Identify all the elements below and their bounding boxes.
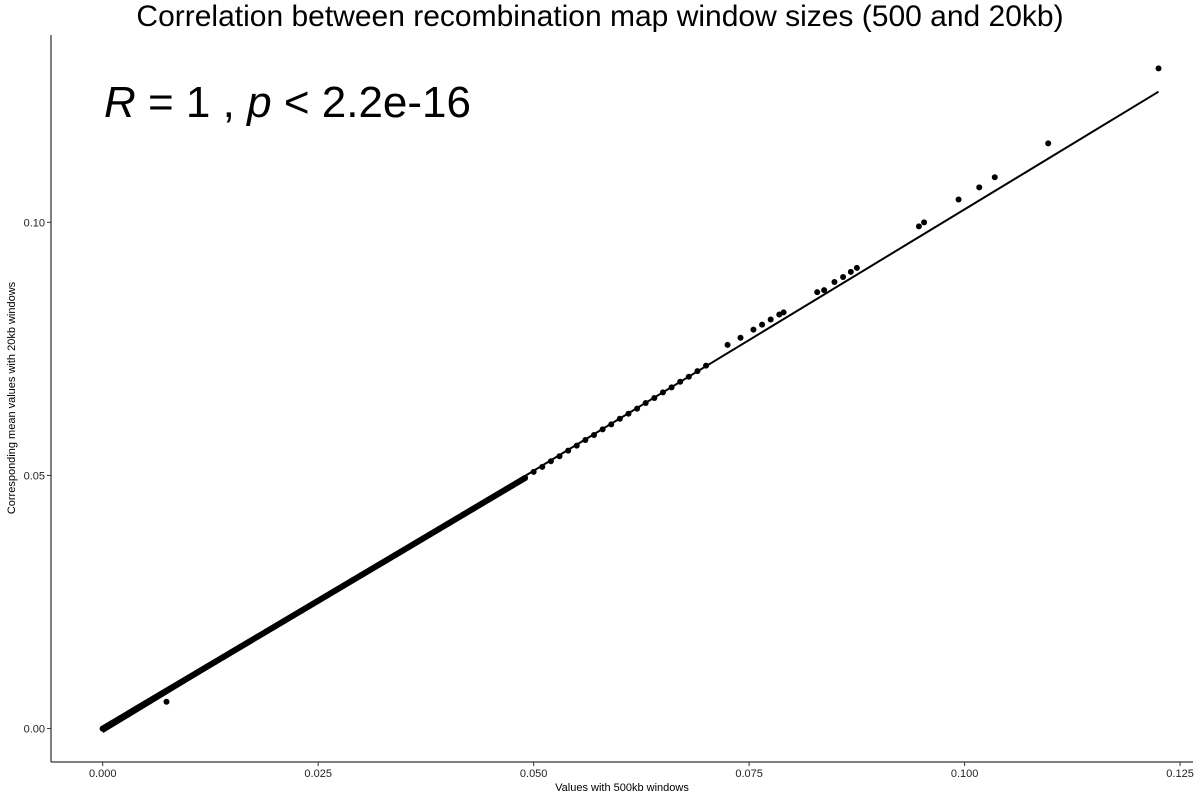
data-point [565, 447, 572, 454]
data-point [767, 316, 774, 323]
data-point [556, 453, 563, 460]
data-point [853, 264, 860, 271]
data-point [668, 384, 675, 391]
data-point [921, 219, 928, 226]
data-point [955, 196, 962, 203]
data-point [530, 468, 537, 475]
data-point [539, 463, 546, 470]
data-point [750, 326, 757, 333]
data-point [608, 421, 615, 428]
data-point [582, 437, 589, 444]
dense-point-band [99, 474, 529, 732]
data-point [659, 389, 666, 396]
r-symbol: R [104, 78, 136, 127]
data-point [991, 174, 998, 181]
data-point [703, 362, 710, 369]
data-point [651, 394, 658, 401]
data-point [976, 184, 983, 191]
chart-title: Correlation between recombination map wi… [136, 0, 1063, 33]
data-point [677, 378, 684, 385]
y-tick-label: 0.05 [24, 470, 45, 482]
x-tick-label: 0.100 [951, 768, 979, 780]
data-point [737, 334, 744, 341]
data-point [724, 341, 731, 348]
data-point [847, 268, 854, 275]
x-axis-label: Values with 500kb windows [555, 782, 689, 794]
y-tick-label: 0.10 [24, 217, 45, 229]
data-point [831, 279, 838, 286]
data-points [99, 65, 1162, 732]
data-point [694, 368, 701, 375]
data-point [821, 287, 828, 294]
data-point [547, 458, 554, 465]
y-tick-label: 0.00 [24, 724, 45, 736]
p-symbol: p [245, 78, 271, 127]
r-value: = 1 [148, 78, 210, 127]
data-point [163, 698, 170, 705]
x-tick-label: 0.000 [89, 768, 117, 780]
data-point [590, 431, 597, 438]
data-point [759, 321, 766, 328]
p-value: < 2.2e-16 [284, 78, 471, 127]
data-point [616, 415, 623, 422]
x-tick-label: 0.050 [520, 768, 548, 780]
data-point [915, 223, 922, 230]
data-point [840, 273, 847, 280]
data-point [634, 405, 641, 412]
data-point [642, 400, 649, 407]
data-point [573, 442, 580, 449]
data-point [625, 410, 632, 417]
data-point [1155, 65, 1162, 72]
annotation-separator: , [223, 78, 235, 127]
correlation-annotation: R = 1 , p < 2.2e-16 [104, 78, 471, 127]
x-tick-label: 0.125 [1166, 768, 1194, 780]
x-tick-label: 0.075 [735, 768, 763, 780]
x-tick-label: 0.025 [304, 768, 332, 780]
data-point [599, 426, 606, 433]
axes: 0.000 0.025 0.050 0.075 0.100 0.125 0.00 0.05 0.… [24, 35, 1194, 780]
y-axis-label: Corresponding mean values with 20kb wind… [6, 281, 18, 514]
data-point [814, 289, 821, 296]
data-point [780, 309, 787, 316]
data-point [1045, 140, 1052, 147]
data-point [685, 373, 692, 380]
